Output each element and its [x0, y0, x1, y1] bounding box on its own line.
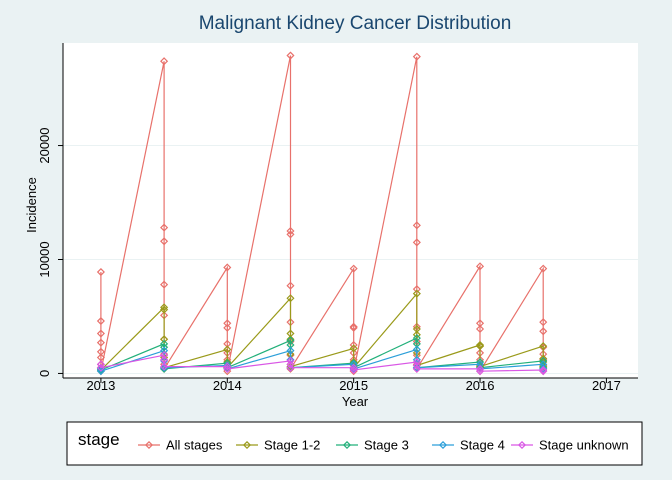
data-point — [539, 327, 548, 336]
data-point — [223, 319, 232, 328]
x-tick-label: 2017 — [592, 378, 621, 393]
legend-label: Stage unknown — [539, 438, 629, 453]
x-tick-label: 2016 — [466, 378, 495, 393]
data-point — [412, 52, 421, 61]
x-tick-label: 2015 — [339, 378, 368, 393]
data-point — [286, 346, 295, 355]
legend-item-stage-4: Stage 4 — [432, 438, 505, 453]
data-point — [412, 345, 421, 354]
data-point — [412, 285, 421, 294]
data-point — [412, 221, 421, 230]
data-point — [539, 318, 548, 327]
legend-label: Stage 4 — [460, 438, 505, 453]
plot-area — [63, 43, 638, 378]
data-point — [349, 344, 358, 353]
series-layer — [96, 51, 548, 376]
legend-item-stage-3: Stage 3 — [336, 438, 409, 453]
data-point — [475, 324, 485, 334]
data-point — [475, 340, 485, 350]
axes: 0 10000 20000 2013 2014 2015 2016 2017 — [37, 43, 638, 393]
data-point — [286, 226, 295, 236]
data-point — [160, 57, 169, 66]
legend-swatch-marker — [242, 440, 252, 450]
legend-item-all-stages: All stages — [138, 438, 223, 453]
data-point — [160, 237, 169, 246]
data-point — [475, 342, 485, 351]
data-point — [475, 364, 485, 373]
data-point — [160, 305, 169, 314]
legend-title: stage — [78, 430, 120, 449]
data-point — [96, 316, 105, 326]
data-point — [349, 365, 358, 375]
data-point — [286, 281, 295, 290]
series-stage-unknown — [96, 351, 548, 376]
data-point — [475, 262, 485, 271]
y-tick-label: 20000 — [37, 127, 52, 163]
legend-item-stage-1-2: Stage 1-2 — [236, 438, 320, 453]
data-point — [223, 362, 232, 371]
data-point — [539, 264, 548, 273]
legend-label: All stages — [166, 438, 223, 453]
data-point — [96, 360, 105, 369]
data-point — [223, 323, 232, 332]
legend-swatch-marker — [517, 440, 527, 450]
data-point — [412, 238, 421, 247]
data-point — [412, 364, 421, 373]
y-tick-label: 10000 — [37, 241, 52, 277]
data-point — [539, 342, 548, 351]
data-point — [349, 323, 358, 332]
data-point — [160, 335, 169, 344]
data-point — [349, 264, 358, 273]
data-point — [223, 364, 232, 373]
data-point — [160, 280, 169, 289]
data-point — [96, 367, 105, 376]
data-point — [286, 51, 295, 60]
y-tick-label: 0 — [37, 370, 52, 377]
legend-swatch-marker — [438, 440, 448, 450]
legend-item-stage-unknown: Stage unknown — [511, 438, 629, 453]
data-point — [412, 289, 421, 298]
data-point — [223, 345, 232, 354]
x-axis-label: Year — [342, 394, 369, 409]
chart-title: Malignant Kidney Cancer Distribution — [199, 13, 512, 34]
data-point — [539, 364, 548, 373]
data-point — [96, 329, 105, 338]
x-tick-label: 2013 — [86, 378, 115, 393]
data-point — [286, 336, 295, 345]
data-point — [412, 361, 421, 370]
data-point — [160, 303, 169, 312]
data-point — [286, 230, 295, 239]
data-point — [96, 267, 105, 277]
data-point — [160, 346, 169, 355]
data-point — [286, 360, 295, 369]
data-point — [160, 362, 169, 371]
data-point — [539, 367, 548, 376]
y-axis-label: Incidence — [24, 177, 39, 233]
legend-swatch-marker — [144, 440, 154, 450]
data-point — [223, 263, 232, 272]
data-point — [349, 322, 358, 331]
data-point — [96, 363, 105, 372]
data-point — [539, 365, 548, 375]
x-tick-label: 2014 — [213, 378, 242, 393]
data-point — [286, 294, 295, 303]
data-point — [160, 223, 169, 232]
legend-label: Stage 1-2 — [264, 438, 320, 453]
data-point — [160, 351, 169, 360]
legend-label: Stage 3 — [364, 438, 409, 453]
data-point — [475, 367, 485, 376]
legend-box — [66, 421, 643, 466]
legend-swatch-marker — [342, 440, 352, 450]
data-point — [286, 363, 295, 372]
legend: stage All stages Stage 1-2 Stage 3 Stage 4 S… — [66, 421, 643, 466]
data-point — [96, 338, 105, 347]
data-point — [349, 363, 358, 372]
legend-items: All stages Stage 1-2 Stage 3 Stage 4 Stage u… — [138, 438, 629, 453]
